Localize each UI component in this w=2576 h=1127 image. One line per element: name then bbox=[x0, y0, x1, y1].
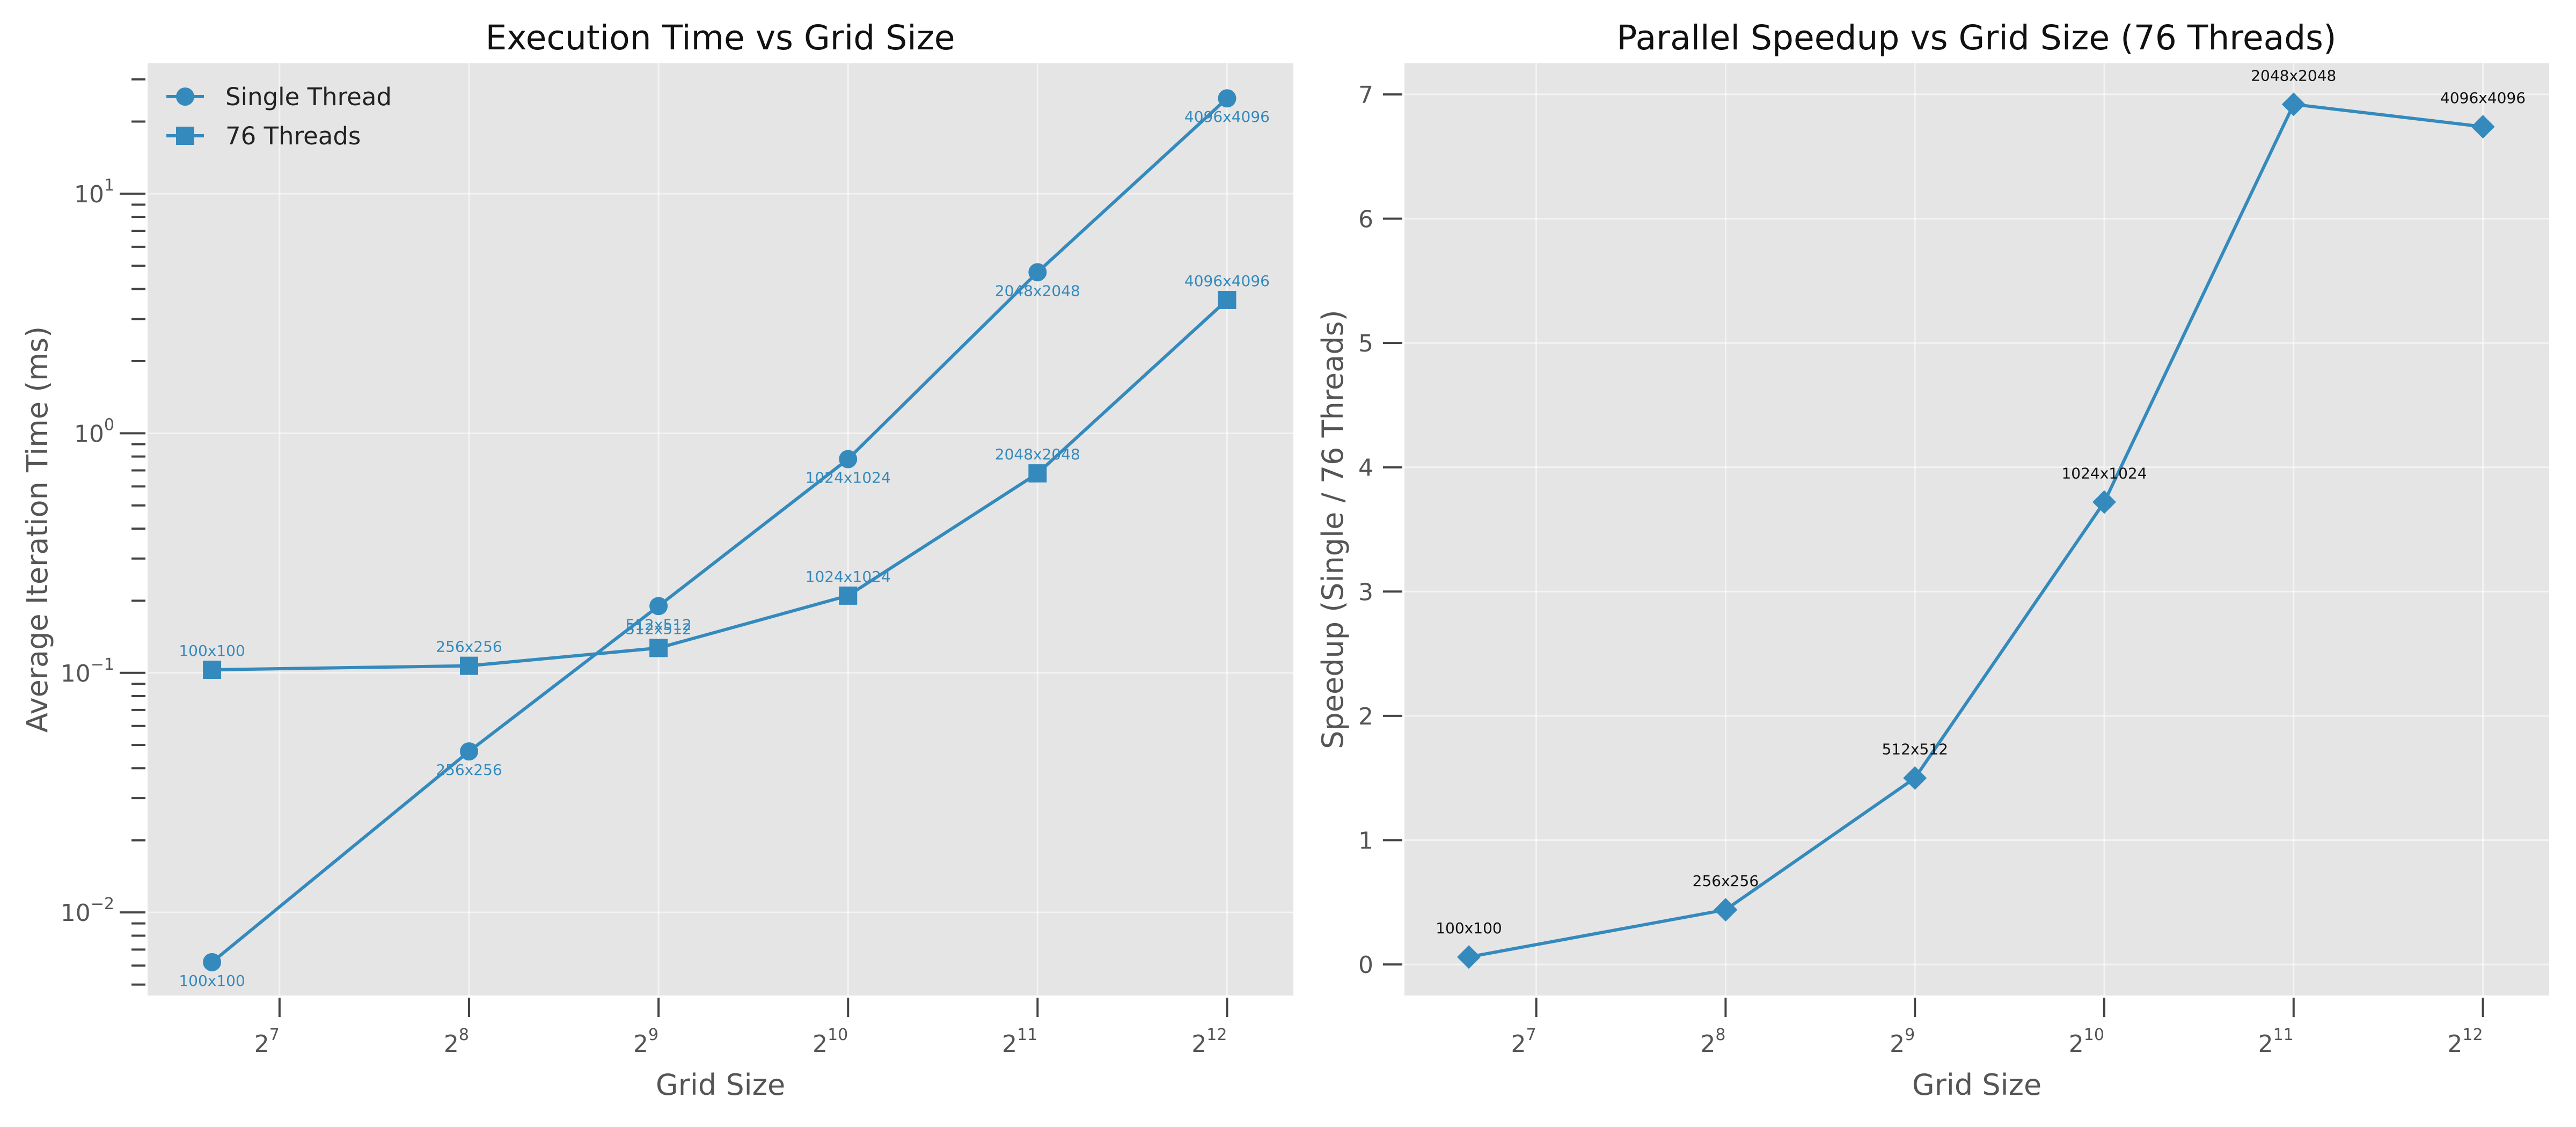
data-label: 512x512 bbox=[625, 620, 691, 638]
series-2: 100x100 256x256 512x512 1024x1024 2048x2048 4… bbox=[179, 272, 1270, 679]
data-point bbox=[839, 586, 858, 605]
data-label: 4096x4096 bbox=[1184, 272, 1270, 290]
x-tick-label: 27 bbox=[1511, 1026, 1536, 1058]
y-tick-label: 10−2 bbox=[61, 895, 114, 927]
x-tick-label: 212 bbox=[1191, 1026, 1227, 1058]
x-tick-label: 28 bbox=[1700, 1026, 1725, 1058]
x-tick-label: 212 bbox=[2447, 1026, 2483, 1058]
legend-marker bbox=[176, 127, 194, 145]
y-tick-label: 6 bbox=[1358, 206, 1373, 233]
data-point bbox=[2281, 92, 2306, 116]
chart-title: Parallel Speedup vs Grid Size (76 Thread… bbox=[1616, 18, 2336, 57]
data-point bbox=[459, 656, 478, 675]
legend-label: Single Thread bbox=[225, 83, 392, 111]
data-label: 256x256 bbox=[1693, 872, 1759, 890]
x-axis-title: Grid Size bbox=[1912, 1068, 2041, 1102]
data-point bbox=[1028, 263, 1047, 282]
series-line bbox=[211, 97, 1228, 964]
data-label: 2048x2048 bbox=[995, 282, 1080, 299]
data-label: 512x512 bbox=[625, 616, 691, 633]
y-tick-label: 101 bbox=[74, 176, 114, 208]
data-point bbox=[1457, 945, 1481, 969]
data-label: 1024x1024 bbox=[806, 469, 891, 486]
plot-area bbox=[1404, 63, 2549, 996]
y-tick-label: 0 bbox=[1358, 952, 1373, 979]
chart-title: Execution Time vs Grid Size bbox=[485, 18, 955, 57]
speedup-chart: 27 28 29 210 211 212 0 1 2 3 4 5 6 7 Parallel Speedup … bbox=[1316, 18, 2549, 1102]
x-tick-label: 211 bbox=[2258, 1026, 2294, 1058]
y-tick-label: 1 bbox=[1358, 828, 1373, 855]
data-point bbox=[839, 450, 858, 469]
y-axis-title: Speedup (Single / 76 Threads) bbox=[1316, 310, 1350, 749]
x-axis-title: Grid Size bbox=[656, 1068, 785, 1102]
legend-label: 76 Threads bbox=[225, 122, 361, 150]
x-tick-label: 29 bbox=[633, 1026, 658, 1058]
data-point bbox=[2471, 115, 2495, 139]
data-point bbox=[1218, 89, 1236, 108]
data-label: 100x100 bbox=[179, 972, 245, 990]
data-label: 256x256 bbox=[436, 761, 502, 779]
x-tick-label: 210 bbox=[2069, 1026, 2104, 1058]
series-line bbox=[1468, 103, 2483, 959]
data-label: 1024x1024 bbox=[806, 568, 891, 586]
series-1: 100x100 256x256 512x512 1024x1024 2048x2048 4… bbox=[1436, 67, 2526, 969]
data-point bbox=[1903, 766, 1927, 790]
x-tick-label: 27 bbox=[254, 1026, 280, 1058]
data-point bbox=[2092, 490, 2116, 514]
data-label: 100x100 bbox=[1436, 919, 1502, 937]
legend: Single Thread 76 Threads bbox=[166, 83, 392, 150]
y-tick-label: 100 bbox=[74, 415, 114, 448]
x-tick-label: 28 bbox=[444, 1026, 469, 1058]
plot-area bbox=[148, 63, 1293, 996]
x-tick-label: 211 bbox=[1002, 1026, 1037, 1058]
y-axis-title: Average Iteration Time (ms) bbox=[20, 326, 54, 733]
data-label: 100x100 bbox=[179, 642, 245, 660]
data-label: 1024x1024 bbox=[2061, 465, 2147, 482]
data-point bbox=[1714, 898, 1738, 922]
data-label: 2048x2048 bbox=[995, 445, 1080, 463]
data-label: 4096x4096 bbox=[1184, 108, 1270, 126]
y-tick-label: 2 bbox=[1358, 703, 1373, 730]
execution-time-chart: 27 28 29 210 211 212 10−2 10−1 100 101 Execution T… bbox=[20, 18, 1293, 1102]
x-tick-label: 210 bbox=[813, 1026, 848, 1058]
y-tick-label: 3 bbox=[1358, 579, 1373, 606]
data-point bbox=[203, 953, 222, 971]
data-label: 4096x4096 bbox=[2440, 89, 2526, 107]
y-tick-label: 5 bbox=[1358, 330, 1373, 357]
data-label: 256x256 bbox=[436, 638, 502, 656]
y-tick-label: 7 bbox=[1358, 82, 1373, 109]
data-point bbox=[649, 639, 668, 657]
legend-marker bbox=[176, 87, 194, 106]
data-label: 512x512 bbox=[1882, 741, 1948, 758]
y-tick-label: 10−1 bbox=[61, 655, 114, 687]
series-1: 100x100 256x256 512x512 1024x1024 2048x2048 4… bbox=[179, 89, 1270, 990]
data-point bbox=[203, 661, 222, 679]
series-line bbox=[212, 298, 1228, 671]
data-point bbox=[649, 597, 668, 616]
data-point bbox=[459, 742, 478, 761]
data-point bbox=[1218, 290, 1236, 309]
x-tick-label: 29 bbox=[1890, 1026, 1915, 1058]
data-point bbox=[1028, 464, 1047, 483]
data-label: 2048x2048 bbox=[2251, 67, 2336, 84]
y-tick-label: 4 bbox=[1358, 455, 1373, 482]
